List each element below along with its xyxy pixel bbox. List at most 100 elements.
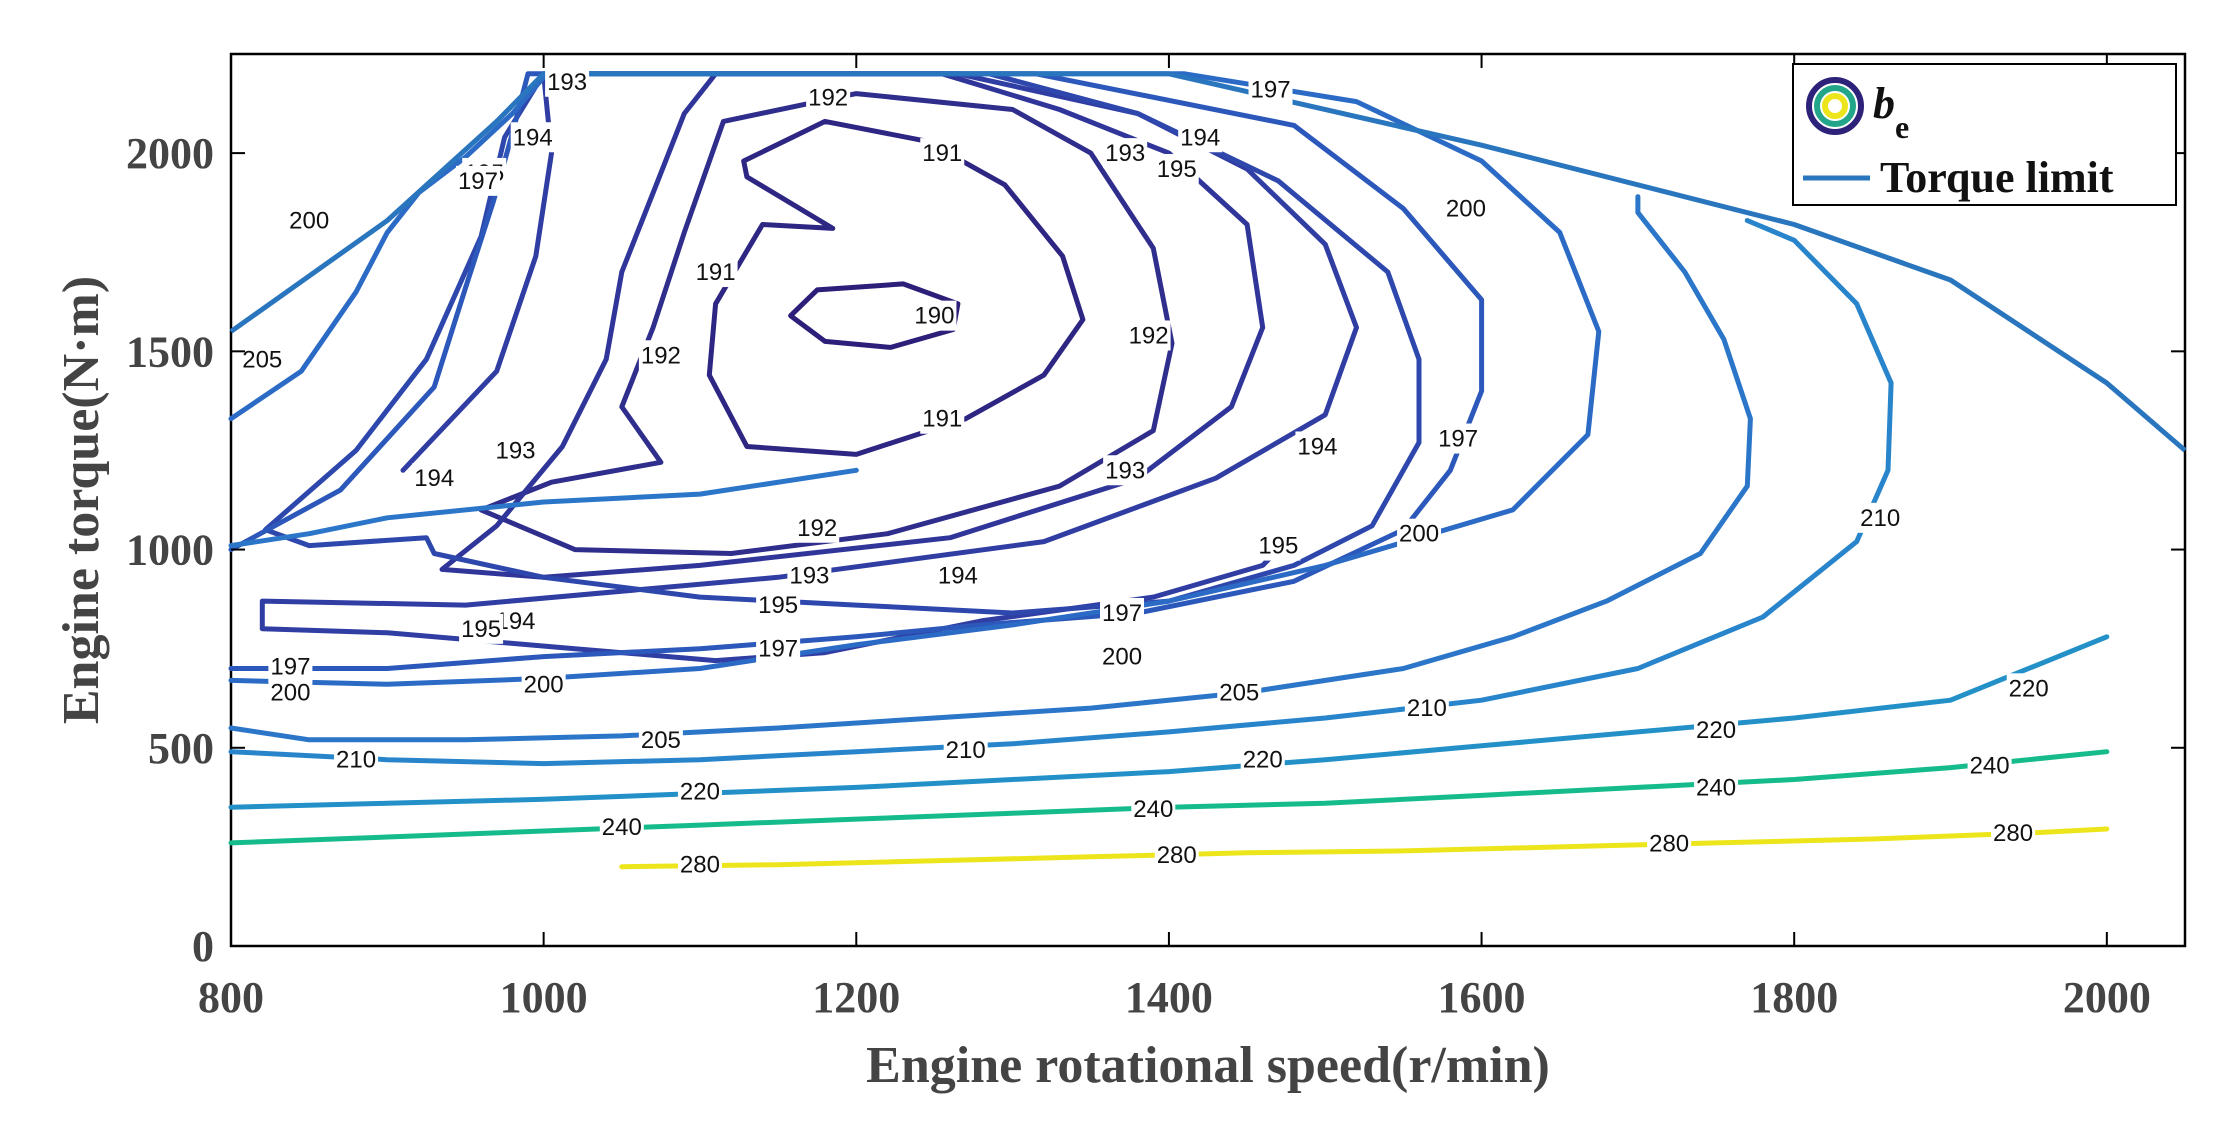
contour-label-205-9-1: 205 xyxy=(1219,679,1259,706)
contour-label-bg-194-4-2 xyxy=(1295,431,1340,462)
contour-label-220-11-1: 220 xyxy=(1243,747,1283,774)
y-axis-ticks: 0 500 1000 1500 2000 xyxy=(126,129,2185,971)
contour-label-bg-240-12-3 xyxy=(1967,750,2012,781)
contour-line-205-9 xyxy=(228,194,1753,743)
contour-label-bg-194-4-0 xyxy=(510,122,555,153)
contour-label-280-13-3: 280 xyxy=(1993,820,2033,847)
contour-label-bg-200-7-5 xyxy=(268,677,313,708)
contour-label-192-2-1: 192 xyxy=(641,342,681,369)
contour-label-bg-191-1-1 xyxy=(693,257,738,288)
y-tick-label-0: 0 xyxy=(192,922,214,971)
x-tick-label-800: 800 xyxy=(198,973,264,1022)
contour-label-195-5-3: 195 xyxy=(758,592,798,619)
contour-label-197-6-2: 197 xyxy=(1438,426,1478,453)
contour-label-220-11-0: 220 xyxy=(680,778,720,805)
contour-label-bg-200-7-4 xyxy=(521,669,566,700)
y-tick-label-1500: 1500 xyxy=(126,327,214,376)
contour-label-bg-192-2-1 xyxy=(638,340,683,371)
legend-torque-label: Torque limit xyxy=(1880,153,2114,202)
contour-label-bg-210-10-2 xyxy=(1404,693,1449,724)
contour-label-205-9-0: 205 xyxy=(641,727,681,754)
contour-label-bg-205-9-2 xyxy=(240,344,285,375)
contour-label-210-10-0: 210 xyxy=(336,747,376,774)
contour-label-205-9-2: 205 xyxy=(242,346,282,373)
contour-label-bg-240-12-0 xyxy=(599,812,644,843)
contour-label-bg-195-5-2 xyxy=(1256,530,1301,561)
contour-label-bg-200-7-2 xyxy=(1397,518,1442,549)
contour-label-194-4-2: 194 xyxy=(1297,433,1337,460)
contour-label-bg-191-1-0 xyxy=(920,138,965,169)
contour-label-bg-190-0-0 xyxy=(912,300,957,331)
contour-label-200-7-1: 200 xyxy=(1446,196,1486,223)
x-tick-label-1800: 1800 xyxy=(1750,973,1838,1022)
contour-label-193-3-1: 193 xyxy=(1105,140,1145,167)
y-tick-label-500: 500 xyxy=(148,724,214,773)
contour-label-210-10-2: 210 xyxy=(1407,695,1447,722)
contour-label-bg-192-2-2 xyxy=(1126,320,1171,351)
contour-label-194-4-3: 194 xyxy=(938,562,978,589)
contour-line-193-3 xyxy=(439,71,1266,580)
x-axis-title: Engine rotational speed(r/min) xyxy=(866,1037,1550,1094)
contour-label-194-4-1: 194 xyxy=(1180,124,1220,151)
contour-label-200-7-5: 200 xyxy=(270,679,310,706)
contour-label-190-0-0: 190 xyxy=(914,303,954,330)
contour-label-bg-220-11-0 xyxy=(677,776,722,807)
contour-label-197-6-1: 197 xyxy=(1251,77,1291,104)
contour-label-bg-210-10-1 xyxy=(943,734,988,765)
torque-limit-line xyxy=(229,71,2187,453)
contour-label-bg-200-7-3 xyxy=(1100,641,1145,672)
contour-label-bg-193-3-3 xyxy=(787,560,832,591)
contour-label-200-7-3: 200 xyxy=(1102,644,1142,671)
contour-label-200-7-4: 200 xyxy=(524,671,564,698)
contour-symbol-icon xyxy=(1806,77,1864,135)
contour-label-197-6-4: 197 xyxy=(758,636,798,663)
contour-label-197-6-0: 197 xyxy=(458,168,498,195)
contour-label-195-5-4: 195 xyxy=(461,616,501,643)
contour-label-193-3-0: 193 xyxy=(547,69,587,96)
contour-label-bg-205-9-0 xyxy=(638,724,683,755)
contour-label-bg-193-3-1 xyxy=(1103,138,1148,169)
contour-label-195-5-2: 195 xyxy=(1258,533,1298,560)
contour-label-bg-197-6-0 xyxy=(455,165,500,196)
contour-label-200-7-0: 200 xyxy=(289,208,329,235)
contour-label-191-1-2: 191 xyxy=(922,406,962,433)
x-tick-label-2000: 2000 xyxy=(2063,973,2151,1022)
contour-label-191-1-1: 191 xyxy=(696,259,736,286)
contour-line-200-7 xyxy=(228,71,1602,687)
contour-label-bg-280-13-0 xyxy=(677,849,722,880)
contour-label-bg-192-2-3 xyxy=(795,512,840,543)
contour-label-193-3-2: 193 xyxy=(1105,457,1145,484)
x-tick-label-1400: 1400 xyxy=(1125,973,1213,1022)
contour-label-bg-220-11-1 xyxy=(1240,744,1285,775)
contour-label-bg-220-11-2 xyxy=(1694,714,1739,745)
contour-label-bg-191-1-2 xyxy=(920,403,965,434)
contour-label-bg-200-7-1 xyxy=(1443,193,1488,224)
contour-label-bg-194-4-5 xyxy=(412,463,457,494)
contour-label-280-13-1: 280 xyxy=(1157,842,1197,869)
contour-label-bg-280-13-2 xyxy=(1647,828,1692,859)
contour-label-193-3-3: 193 xyxy=(789,562,829,589)
contour-line-220-11 xyxy=(228,634,2110,810)
contour-label-bg-240-12-2 xyxy=(1694,772,1739,803)
y-tick-label-2000: 2000 xyxy=(126,129,214,178)
contour-label-bg-193-3-0 xyxy=(545,66,590,97)
contour-labels: 190 191 191 191 192 192 192 192 193 193 193 193 193 1… xyxy=(240,66,2051,880)
contour-label-bg-197-6-3 xyxy=(1100,597,1145,628)
contour-label-bg-280-13-1 xyxy=(1154,839,1199,870)
contour-label-220-11-2: 220 xyxy=(1696,717,1736,744)
contour-label-192-2-2: 192 xyxy=(1129,322,1169,349)
y-axis-title: Engine torque(N·m) xyxy=(53,276,110,724)
contour-label-bg-200-7-0 xyxy=(287,205,332,236)
contour-label-bg-205-9-1 xyxy=(1217,677,1262,708)
contour-line-205-8 xyxy=(228,467,859,549)
contour-label-bg-197-6-2 xyxy=(1436,423,1481,454)
contour-line-192-2 xyxy=(478,91,1175,556)
contour-label-220-11-3: 220 xyxy=(2009,675,2049,702)
x-tick-label-1000: 1000 xyxy=(500,973,588,1022)
contour-label-194-4-5: 194 xyxy=(414,465,454,492)
contour-label-280-13-0: 280 xyxy=(680,852,720,879)
contour-label-210-10-3: 210 xyxy=(1860,505,1900,532)
legend: be Torque limit xyxy=(1792,63,2177,206)
contour-line-191-1 xyxy=(706,118,1086,457)
